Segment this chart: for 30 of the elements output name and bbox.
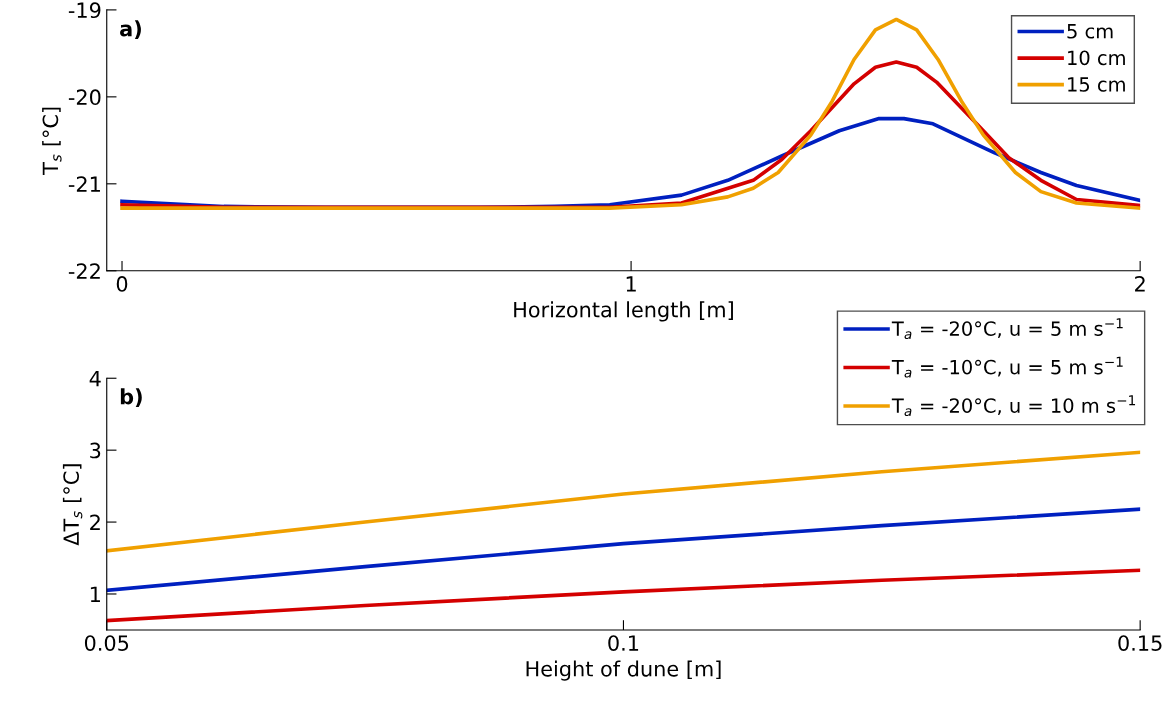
x-axis-title: Height of dune [m] <box>526 660 721 681</box>
legend-label: 10 cm <box>1068 50 1125 66</box>
y-axis-title: T$_{s}$ [°C] <box>42 107 62 175</box>
x-tick-label: 1 <box>626 276 636 292</box>
line-series <box>120 17 1141 210</box>
y-tick-label: 1 <box>90 586 100 602</box>
x-tick-label: 0.15 <box>1118 635 1162 651</box>
line-series <box>106 450 1141 553</box>
y-axis-title: ΔT$_{s}$ [°C] <box>62 464 83 546</box>
y-tick-label: 4 <box>89 370 101 387</box>
annotation: b) <box>120 388 142 407</box>
y-tick-label: -21 <box>68 176 100 192</box>
y-tick-label: -20 <box>68 89 101 106</box>
x-tick-label: 2 <box>1135 276 1145 292</box>
legend-label: T$_{a}$ = -10°C, u = 5 m s$^{−1}$ <box>891 356 1123 378</box>
x-tick-label: 0.05 <box>84 635 129 651</box>
x-tick-label: 0.1 <box>608 635 639 651</box>
legend-label: 5 cm <box>1067 24 1113 39</box>
y-tick-label: 3 <box>90 442 101 459</box>
legend-label: 15 cm <box>1068 77 1125 92</box>
legend-label: T$_{a}$ = -20°C, u = 10 m s$^{−1}$ <box>891 395 1136 417</box>
x-axis-title: Horizontal length [m] <box>514 301 733 322</box>
line-series <box>106 507 1141 593</box>
legend-label: T$_{a}$ = -20°C, u = 5 m s$^{−1}$ <box>891 318 1123 340</box>
y-tick-label: -19 <box>68 2 101 19</box>
y-tick-label: 2 <box>90 514 100 530</box>
line-series <box>106 568 1141 623</box>
x-tick-label: 0 <box>116 276 128 292</box>
annotation: a) <box>120 20 141 39</box>
y-tick-label: -22 <box>68 263 100 279</box>
